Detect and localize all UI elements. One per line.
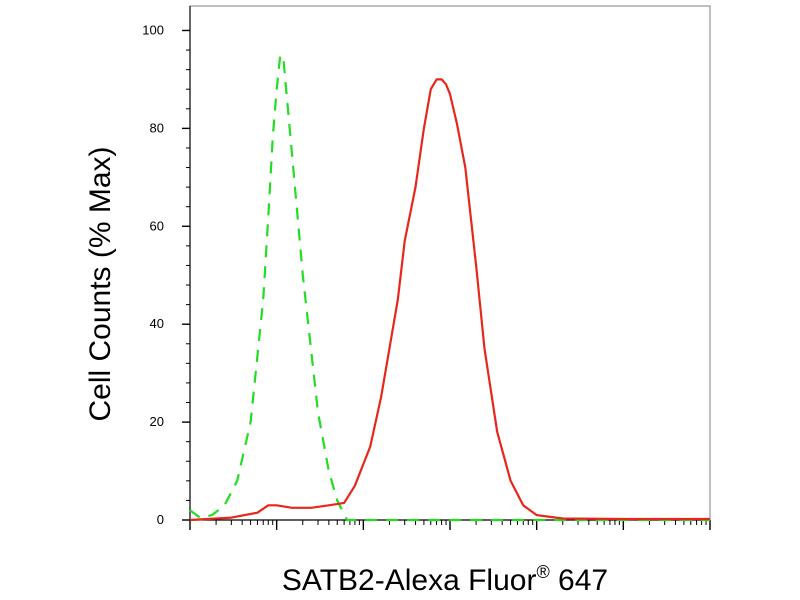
control-histogram-line (189, 53, 710, 522)
y-axis-ticks: 0 20 40 60 80 100 (142, 22, 190, 527)
y-tick-label: 40 (150, 316, 164, 331)
plot-border (189, 5, 711, 521)
plot-frame (189, 5, 711, 521)
y-tick-label: 0 (157, 512, 164, 527)
x-axis-ticks (189, 520, 711, 530)
x-axis-label: SATB2-Alexa Fluor® 647 (282, 562, 608, 597)
y-tick-label: 80 (150, 120, 164, 135)
series-layer (189, 53, 710, 522)
y-tick-label: 60 (150, 218, 164, 233)
x-axis-label-suffix: 647 (550, 564, 608, 597)
x-axis-label-main: SATB2-Alexa Fluor (282, 564, 537, 597)
x-axis-label-superscript: ® (536, 562, 549, 582)
sample-histogram-line (189, 78, 710, 522)
y-tick-label: 20 (150, 414, 164, 429)
y-axis-label: Cell Counts (% Max) (84, 146, 117, 421)
y-tick-label: 100 (142, 22, 164, 37)
